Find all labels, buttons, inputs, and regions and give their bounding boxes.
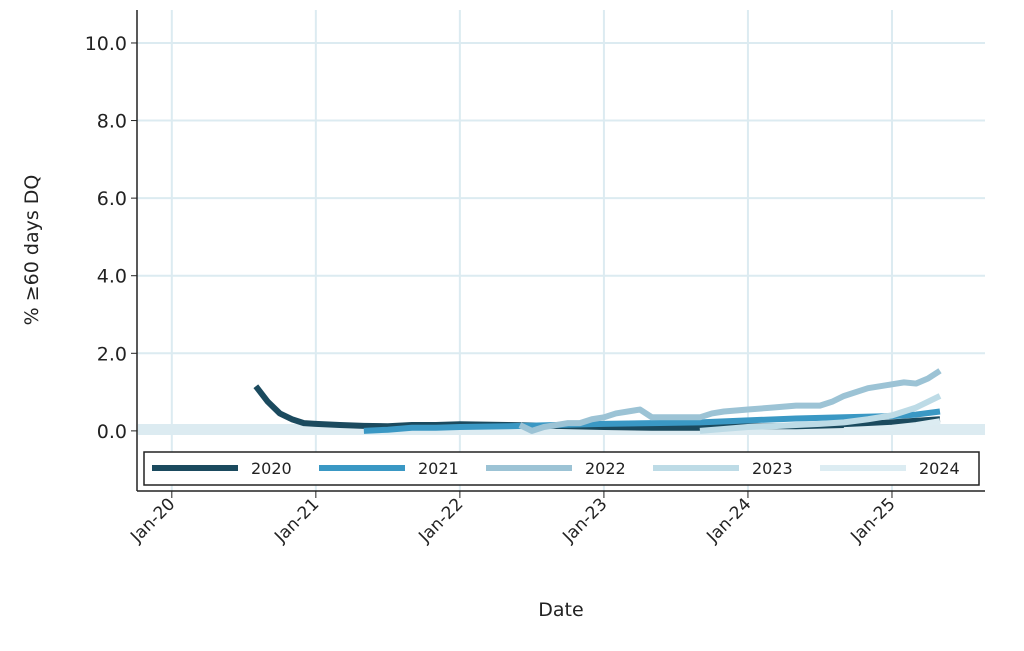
legend-label: 2023: [752, 459, 793, 478]
x-tick-label: Jan-21: [270, 494, 323, 547]
zero-band: [138, 424, 985, 435]
series-line-2024: [843, 418, 941, 434]
x-axis-label: Date: [538, 599, 583, 621]
y-tick-label: 0.0: [97, 421, 127, 443]
series-line-2022: [518, 368, 942, 434]
legend: 2020 2021 2022 2023 2024: [143, 451, 980, 486]
grid: [137, 10, 985, 491]
x-tick-label: Jan-25: [846, 494, 899, 547]
x-ticks: Jan-20 Jan-21 Jan-22 Jan-23 Jan-24 Jan-25: [126, 491, 900, 547]
x-tick-label: Jan-24: [702, 494, 755, 547]
x-tick-label: Jan-20: [126, 494, 179, 547]
y-tick-label: 2.0: [97, 343, 127, 365]
y-ticks: 0.0 2.0 4.0 6.0 8.0 10.0: [85, 33, 137, 443]
legend-label: 2022: [585, 459, 626, 478]
legend-label: 2020: [251, 459, 292, 478]
series-line-2023: [699, 393, 942, 434]
y-tick-label: 6.0: [97, 188, 127, 210]
x-tick-label: Jan-23: [558, 494, 611, 547]
y-tick-label: 8.0: [97, 111, 127, 133]
y-tick-label: 10.0: [85, 33, 127, 55]
x-tick-label: Jan-22: [414, 494, 467, 547]
y-tick-label: 4.0: [97, 266, 127, 288]
y-axis-label: % ≥60 days DQ: [21, 175, 43, 326]
legend-label: 2024: [919, 459, 960, 478]
series-lines: [253, 368, 942, 434]
legend-label: 2021: [418, 459, 459, 478]
